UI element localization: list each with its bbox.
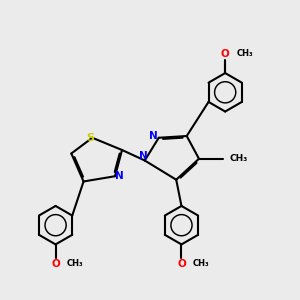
Text: N: N	[139, 151, 147, 161]
Text: N: N	[149, 131, 158, 141]
Text: CH₃: CH₃	[236, 49, 253, 58]
Text: N: N	[115, 171, 124, 181]
Text: S: S	[87, 133, 94, 143]
Text: O: O	[51, 259, 60, 269]
Text: CH₃: CH₃	[67, 259, 83, 268]
Text: CH₃: CH₃	[230, 154, 248, 163]
Text: CH₃: CH₃	[193, 259, 209, 268]
Text: O: O	[221, 49, 230, 59]
Text: O: O	[177, 259, 186, 269]
